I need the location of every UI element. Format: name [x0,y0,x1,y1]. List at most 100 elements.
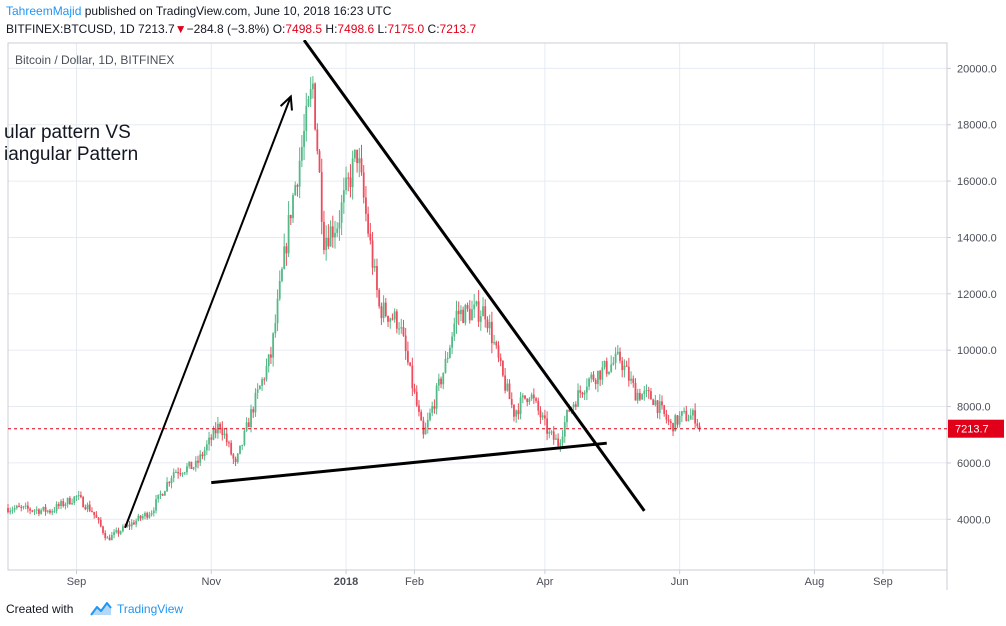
candle-body [426,419,429,428]
candle-body [457,310,460,315]
candle-body [194,460,197,468]
candle-body [669,421,672,424]
candle-body [225,433,228,443]
tradingview-brand-link[interactable]: TradingView [117,602,184,616]
candle-body [49,510,51,513]
candle-body [35,509,38,511]
candle-body [71,503,73,505]
candle-body [687,419,690,421]
candle-body [340,202,343,223]
candle-body [320,172,323,222]
candle-body [384,302,387,317]
candle-body [113,532,115,535]
candle-body [155,499,157,511]
candle-body [13,508,16,510]
candle-body [448,347,451,358]
candle-body [435,385,438,409]
candle-body [667,419,670,422]
candle-body [159,494,162,496]
candle-body [608,371,610,374]
candle-body [287,215,290,254]
candle-body [583,392,586,395]
candle-body [186,466,188,473]
candle-body [285,246,288,254]
candle-body [358,158,361,164]
candle-body [62,501,65,507]
candle-body [616,351,619,354]
candle-body [694,410,697,424]
candle-body [179,473,182,475]
candle-body [402,327,405,336]
candle-body [610,364,613,372]
candle-body [532,394,535,399]
candle-body [612,362,615,365]
candle-body [60,501,62,506]
candle-body [656,400,659,413]
candle-body [444,359,447,373]
candle-body [692,410,694,416]
time-tick-label: Apr [536,576,553,588]
candle-body [325,237,328,251]
candle-body [91,511,93,513]
candle-body [152,510,155,514]
candle-body [398,328,400,330]
candle-body [289,215,292,219]
candle-body [342,190,345,203]
candle-body [548,431,551,434]
candle-body [455,310,458,324]
close-label: C: [427,22,440,36]
candle-body [99,519,102,527]
candle-body [11,509,14,511]
candle-body [601,367,604,380]
candle-body [652,399,655,405]
candle-body [86,504,89,510]
candle-body [148,514,151,518]
candle-body [614,353,617,363]
price-chart[interactable]: 4000.0 6000.0 8000.0 10000.0 12000.0 14000.0 1… [0,40,1006,594]
candle-body [555,438,557,440]
candle-body [261,379,263,386]
price-tick-label: 8000.0 [957,402,991,414]
candle-body [349,177,352,188]
candle-body [356,149,358,164]
candle-body [199,454,202,463]
last-price-tag [948,419,1004,438]
candle-body [559,442,562,446]
candle-body [546,418,548,434]
candle-body [661,401,663,406]
tradingview-cloud-icon[interactable] [88,599,114,619]
candle-body [630,378,632,381]
trendline-drawings [124,40,646,529]
candle-body [80,495,82,498]
price-change: −284.8 (−3.8%) [186,22,270,36]
candle-body [263,379,266,381]
candle-body [429,412,431,420]
candle-body [680,411,683,416]
candle-body [300,146,303,161]
candle-body [413,388,416,392]
candle-body [40,510,43,514]
candle-body [210,437,213,440]
candle-body [130,522,133,527]
candle-body [462,309,465,323]
candle-body [561,436,564,443]
candle-body [311,83,314,90]
candle-body [150,513,153,515]
candle-body [621,360,624,371]
time-tick-label: 2018 [334,576,358,588]
candle-body [20,506,23,508]
candle-body [316,129,319,152]
candle-body [605,361,608,374]
candle-body [362,172,365,198]
candle-body [369,233,372,241]
candle-body [550,431,553,433]
created-with-text: Created with [6,602,74,616]
candle-body [468,308,471,321]
author-link[interactable]: TahreemMajid [6,4,82,18]
candle-body [205,444,208,451]
candle-body [497,345,500,358]
down-arrow-icon: ▼ [174,22,187,36]
candle-body [236,453,239,462]
symbol-label: BITFINEX:BTCUSD, 1D [6,22,135,36]
candle-body [133,522,135,525]
